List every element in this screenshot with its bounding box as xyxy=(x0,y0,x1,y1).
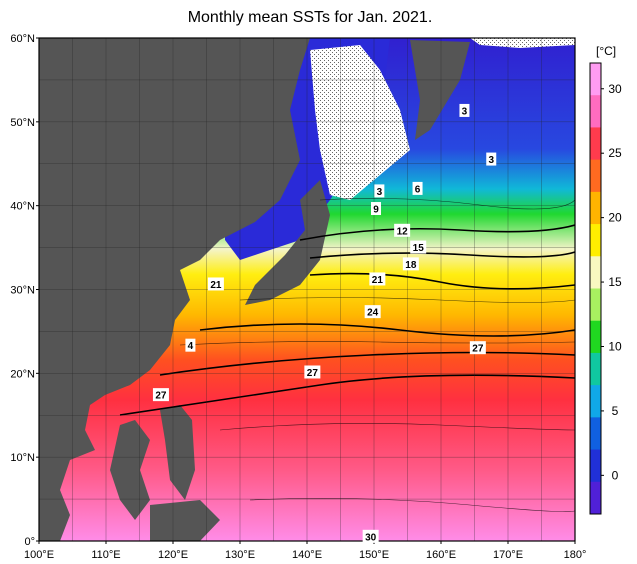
isotherms xyxy=(119,224,575,416)
contour-label-box xyxy=(369,272,386,286)
lon-tick-label: 150°E xyxy=(359,549,389,561)
colorbar-tick-label: 15 xyxy=(608,275,622,289)
sea-ice xyxy=(310,45,410,200)
contour-label-box xyxy=(304,365,321,379)
lat-tick-label: 10°N xyxy=(10,452,35,464)
colorbar-tick-label: 0 xyxy=(612,468,619,482)
philippines xyxy=(160,405,195,500)
contour-label: 27 xyxy=(155,391,167,402)
contour-label-box xyxy=(207,277,224,291)
contour-label-box xyxy=(394,223,411,237)
colorbar-swatch xyxy=(590,256,601,289)
axis-ticks: 60°N 50°N 40°N 30°N 20°N 10°N 0°100°E 110°E 120°… xyxy=(10,33,586,561)
contour-label: 27 xyxy=(472,344,484,355)
contour-label-box xyxy=(152,388,169,402)
indochina xyxy=(110,420,150,520)
map-title: Monthly mean SSTs for Jan. 2021. xyxy=(187,9,433,26)
contour-label-box xyxy=(412,181,423,195)
colorbar-tick-label: 30 xyxy=(608,82,622,96)
contour-label: 4 xyxy=(188,341,194,352)
lon-tick-label: 130°E xyxy=(225,549,255,561)
contour-label: 12 xyxy=(397,226,409,237)
lat-tick-label: 40°N xyxy=(10,201,35,213)
minor-isotherms xyxy=(179,198,575,512)
contour-labels: 3 3 3 6 9 12 15 18 21 21 24 27 4 27 27 30 xyxy=(152,103,497,543)
borneo xyxy=(150,500,220,541)
colorbar-tick-label: 20 xyxy=(608,211,622,225)
colorbar-tick-label: 5 xyxy=(612,404,619,418)
lat-tick-label: 20°N xyxy=(10,368,35,380)
contour-label: 6 xyxy=(415,184,421,195)
colorbar-tick-label: 25 xyxy=(608,146,622,160)
kamchatka xyxy=(410,40,470,140)
colorbar-swatch xyxy=(590,449,601,483)
colorbar-swatch xyxy=(590,63,601,96)
lat-tick-label: 30°N xyxy=(10,285,35,297)
contour-label: 21 xyxy=(372,275,384,286)
colorbar-swatch xyxy=(590,224,601,257)
contour-label-box xyxy=(371,202,382,216)
contour-label: 21 xyxy=(210,280,222,291)
contour-label: 15 xyxy=(413,243,425,254)
colorbar-swatch xyxy=(590,191,601,225)
colorbar-tick-label: 10 xyxy=(608,339,622,353)
colorbar: 30 25 20 15 10 5 0 xyxy=(589,62,622,515)
colorbar-swatch xyxy=(590,95,601,128)
contour-label-box xyxy=(469,341,486,355)
contour-label: 9 xyxy=(373,205,379,216)
contour-label-box xyxy=(486,152,497,166)
contour-label-box xyxy=(362,529,379,543)
contour-label: 3 xyxy=(377,187,383,198)
contour-label: 30 xyxy=(365,532,377,543)
sea-ice xyxy=(470,38,575,48)
lon-tick-label: 180° xyxy=(564,549,587,561)
lon-tick-label: 170°E xyxy=(493,549,523,561)
contour-label-box xyxy=(185,338,196,352)
lat-tick-label: 0° xyxy=(24,536,35,548)
contour-label: 18 xyxy=(405,260,417,271)
colorbar-swatch xyxy=(590,352,601,386)
colorbar-swatch xyxy=(590,127,601,161)
lat-tick-label: 50°N xyxy=(10,117,35,129)
contour-label: 3 xyxy=(488,155,494,166)
colorbar-swatch xyxy=(590,417,601,451)
contour-label: 24 xyxy=(367,308,379,319)
contour-label-box xyxy=(374,184,385,198)
lon-tick-label: 160°E xyxy=(426,549,456,561)
lon-tick-label: 100°E xyxy=(24,549,54,561)
colorbar-swatch xyxy=(590,159,601,193)
contour-label: 3 xyxy=(462,106,468,117)
colorbar-swatch xyxy=(590,385,601,418)
contour-label-box xyxy=(402,257,419,271)
contour-label-box xyxy=(459,103,470,117)
colorbar-swatch xyxy=(590,481,601,515)
contour-label-box xyxy=(410,240,427,254)
lat-tick-label: 60°N xyxy=(10,33,35,45)
japan xyxy=(245,180,330,305)
colorbar-frame xyxy=(589,62,602,515)
contour-label-box xyxy=(364,305,381,319)
lon-tick-label: 140°E xyxy=(292,549,322,561)
colorbar-swatch xyxy=(590,288,601,322)
lon-tick-label: 120°E xyxy=(158,549,188,561)
colorbar-swatch xyxy=(590,320,601,354)
contour-label: 27 xyxy=(307,368,319,379)
colorbar-units: [°C] xyxy=(596,44,616,58)
lon-tick-label: 110°E xyxy=(91,549,120,561)
